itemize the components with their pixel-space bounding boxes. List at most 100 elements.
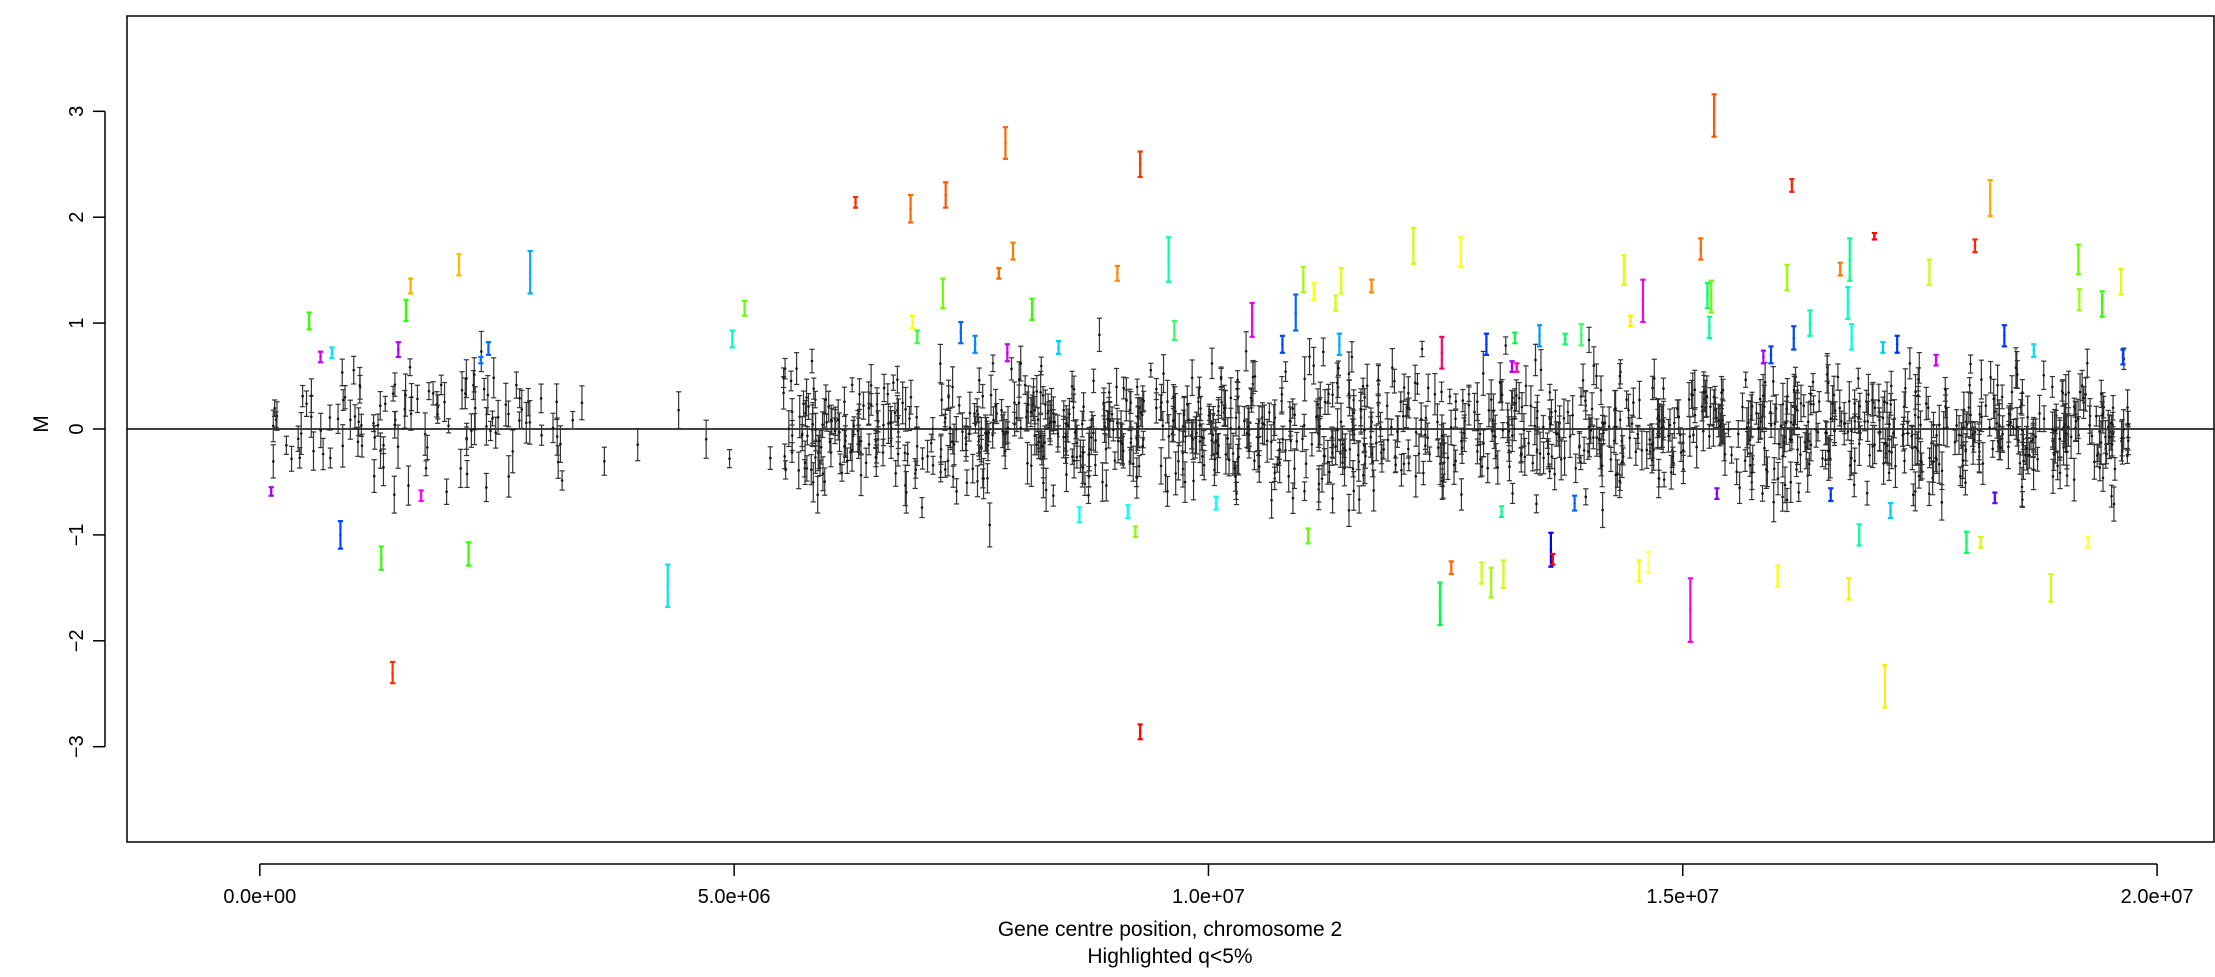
background-point [2053,409,2059,452]
background-point [1722,432,1728,476]
background-point [1181,396,1187,433]
highlighted-point [1882,664,1888,709]
background-point [1668,454,1674,490]
background-point [347,399,353,440]
background-point [1491,423,1497,450]
background-point [1039,431,1045,461]
background-point [1077,439,1083,474]
background-point [1303,449,1309,479]
highlighted-point [1837,261,1843,277]
highlighted-point [1458,236,1464,269]
background-point [1930,440,1937,483]
highlighted-point [1300,265,1306,294]
background-point [1692,406,1698,424]
background-point [1420,460,1426,486]
highlighted-point [465,541,472,567]
background-point [903,386,909,432]
background-point [445,418,452,434]
background-point [1841,401,1847,446]
background-point [495,399,501,435]
background-point [392,372,398,397]
background-point [1394,415,1400,448]
background-point [987,502,993,548]
background-point [2041,405,2047,433]
highlighted-point [317,350,324,364]
background-point [1313,400,1319,434]
background-point [1704,375,1710,418]
background-point [980,457,987,500]
background-point [1798,384,1804,423]
background-point [1549,443,1555,470]
background-point [2119,419,2125,457]
background-point [1475,413,1481,447]
background-point [900,381,906,425]
background-point [978,416,984,440]
background-point [1760,373,1766,418]
background-point [1855,400,1862,434]
background-point [1771,456,1777,481]
background-point [892,402,898,423]
background-point [1778,404,1784,449]
background-point [893,459,899,487]
highlighted-point [378,545,384,571]
background-point [1907,347,1913,380]
background-point [2099,401,2105,430]
background-point [1825,364,1831,402]
background-point [1580,363,1586,398]
highlighted-point [329,346,335,360]
background-point [919,496,925,519]
background-point [1617,363,1623,389]
background-point [1438,381,1445,403]
highlighted-point [1698,237,1704,261]
background-point [1805,401,1811,443]
background-point [1243,331,1249,372]
background-point [1236,405,1242,450]
background-point [1912,471,1918,512]
background-point [1835,363,1841,391]
background-point [1716,403,1722,438]
background-point [1816,391,1822,413]
background-point [1414,372,1421,395]
highlighted-point [1536,324,1543,348]
background-point [1360,377,1366,395]
background-point [1888,392,1894,416]
highlighted-point [268,486,274,497]
background-point [1999,384,2005,410]
background-point [1404,398,1410,417]
background-point [2006,405,2012,422]
background-point [438,374,444,396]
background-point [463,426,470,450]
background-point [1329,483,1336,514]
background-point [1164,475,1171,507]
highlighted-point [1636,559,1642,583]
highlighted-point [852,195,859,209]
background-point [270,444,276,479]
background-point [459,371,465,410]
background-point [444,478,450,505]
highlighted-point [1279,334,1286,354]
background-point [1466,384,1472,426]
background-point [510,429,516,474]
highlighted-point [1249,301,1255,338]
background-point [395,424,401,469]
background-point [1189,422,1195,454]
highlighted-point [1894,334,1900,354]
background-point [1169,425,1175,443]
background-point [1301,481,1308,502]
background-point [726,448,733,469]
background-point [570,410,576,430]
background-point [1600,491,1606,529]
highlighted-point [729,329,735,349]
background-point [1933,443,1939,473]
background-point [2065,407,2071,447]
background-point [391,475,397,514]
highlighted-point [456,253,462,277]
background-point [1553,421,1559,447]
background-point [803,378,810,417]
background-point [1758,404,1764,440]
background-point [1980,441,1986,485]
background-point [1214,433,1221,474]
background-point [380,448,387,487]
background-point [1160,410,1166,441]
background-point [1547,416,1554,432]
